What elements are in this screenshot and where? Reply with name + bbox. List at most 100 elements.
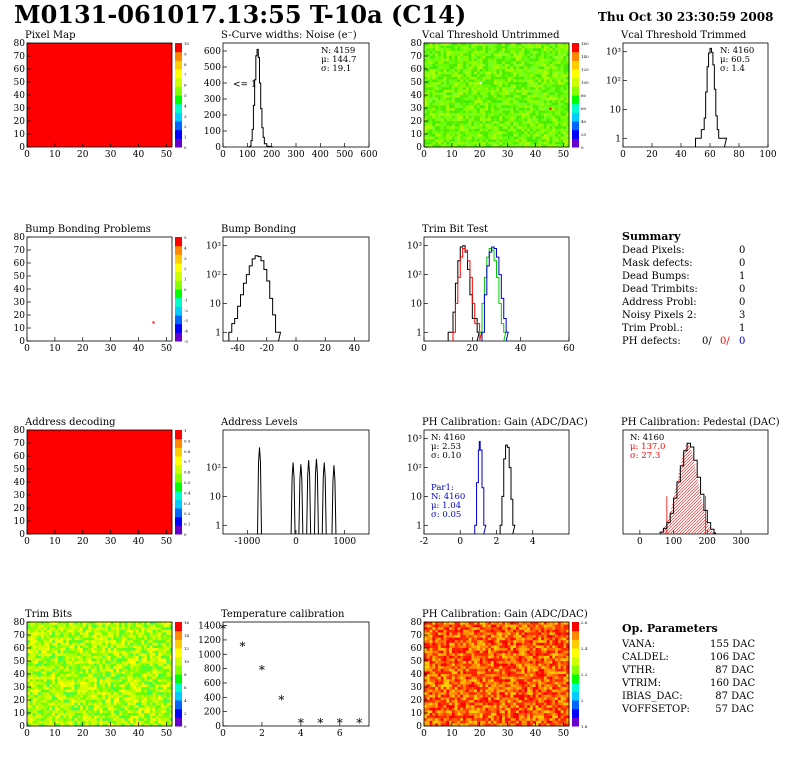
- colorbar-tick-label: 100: [581, 80, 589, 85]
- colorbar-segment: [175, 430, 182, 440]
- ph-gain-map-chart: 1.8 2 2.2 2.4 2.6 0 10 20 30 40 50 0 10 20 30 40 50 60 70 8…: [411, 618, 588, 739]
- temperature-point: *: [317, 716, 323, 730]
- op-params-heading: Op. Parameters: [622, 622, 718, 635]
- x-tick-label: 40: [133, 344, 145, 354]
- y-tick-label: 1: [416, 521, 422, 531]
- y-tick-label: 0: [19, 143, 25, 153]
- y-tick-label: 10³: [407, 242, 422, 252]
- summary-row-label: Dead Trimbits:: [622, 284, 698, 295]
- y-tick-label: 60: [14, 65, 26, 75]
- heatmap-fill: [27, 430, 172, 534]
- colorbar-segment: [572, 700, 579, 710]
- y-tick-label: 20: [14, 311, 26, 321]
- y-tick-label: 0: [416, 722, 422, 732]
- stats-text: N: 4160: [630, 433, 664, 443]
- op-param-value: 87 DAC: [715, 691, 754, 702]
- y-tick-label: 800: [204, 665, 221, 675]
- y-tick-label: 10: [411, 709, 423, 719]
- op-param-label: VANA:: [622, 639, 656, 650]
- x-tick-label: 600: [360, 150, 377, 160]
- stats-text-blue: N: 4160: [431, 492, 465, 502]
- ph-gain-title: PH Calibration: Gain (ADC/DAC): [422, 417, 588, 428]
- colorbar-segment: [175, 682, 182, 692]
- colorbar-segment: [572, 129, 579, 139]
- colorbar-tick-label: 5: [184, 235, 187, 240]
- colorbar-tick-label: -3: [184, 318, 188, 323]
- pedestal-line: [659, 442, 717, 535]
- x-tick-label: 500: [336, 150, 353, 160]
- x-tick-label: 0: [637, 537, 643, 547]
- x-tick-label: 30: [502, 729, 514, 739]
- ph-gain-map-cells: [424, 622, 570, 727]
- address-decoding-chart: 00.10.20.30.40.50.60.70.80.910 10 20 30 40 50…: [14, 426, 191, 547]
- summary-row-value: 0: [739, 245, 746, 256]
- colorbar-tick-label: 2.6: [581, 620, 588, 625]
- colorbar-segment: [175, 717, 182, 727]
- colorbar-tick-label: 2: [184, 124, 187, 129]
- y-tick-label: 400: [204, 79, 221, 89]
- x-tick-label: 0: [24, 537, 30, 547]
- y-tick-label: 200: [204, 111, 221, 121]
- x-tick-label: 50: [161, 729, 173, 739]
- y-tick-label: 300: [204, 95, 221, 105]
- y-tick-label: 200: [204, 708, 221, 718]
- x-tick-label: 200: [699, 537, 716, 547]
- y-tick-label: 70: [411, 52, 423, 62]
- page-title: M0131-061017.13:55 T-10a (C14): [14, 0, 467, 29]
- colorbar-tick-label: 5: [184, 93, 187, 98]
- address-peak: [298, 464, 304, 534]
- colorbar-segment: [175, 237, 182, 247]
- y-tick-label: 600: [204, 47, 221, 57]
- address-levels-frame: [222, 429, 370, 535]
- address-decoding-title: Address decoding: [25, 417, 116, 428]
- series-blue-line: [474, 440, 487, 535]
- colorbar-segment: [572, 691, 579, 701]
- colorbar-segment: [175, 499, 182, 509]
- colorbar-tick-label: 0: [184, 532, 187, 537]
- y-tick-label: 30: [14, 104, 26, 114]
- bump-problems-title: Bump Bonding Problems: [25, 224, 151, 235]
- x-tick-label: 0: [421, 150, 427, 160]
- colorbar-segment: [572, 112, 579, 122]
- scurve-noise-line: [247, 48, 274, 148]
- colorbar-tick-label: 10: [184, 41, 190, 46]
- x-tick-label: 0: [620, 150, 626, 160]
- colorbar-tick-label: 4: [184, 698, 187, 703]
- colorbar-segment: [175, 490, 182, 500]
- y-tick-label: 80: [14, 39, 26, 49]
- temperature-point: *: [259, 663, 265, 677]
- x-tick-label: 10: [49, 344, 61, 354]
- y-tick-label: 20: [14, 117, 26, 127]
- y-tick-label: 50: [411, 78, 423, 88]
- y-tick-label: 20: [14, 696, 26, 706]
- x-tick-label: 60: [704, 150, 716, 160]
- y-tick-label: 10: [14, 517, 26, 527]
- colorbar-segment: [572, 121, 579, 131]
- y-tick-label: 10: [411, 130, 423, 140]
- ph-defects-label: PH defects:: [622, 336, 681, 347]
- x-tick-label: -1000: [234, 537, 260, 547]
- trim-bits-cells: [27, 622, 173, 727]
- colorbar-segment: [175, 297, 182, 307]
- x-tick-label: 30: [105, 729, 117, 739]
- colorbar-segment: [572, 43, 579, 53]
- op-param-value: 87 DAC: [715, 665, 754, 676]
- x-tick-label: 100: [665, 537, 682, 547]
- colorbar-segment: [175, 447, 182, 457]
- colorbar-segment: [175, 700, 182, 710]
- x-tick-label: 40: [133, 729, 145, 739]
- stats-text-red: μ: 137.0: [630, 442, 665, 452]
- colorbar-tick-label: -2: [184, 308, 188, 313]
- x-tick-label: 1000: [333, 537, 356, 547]
- y-tick-label: 1: [215, 521, 221, 531]
- y-tick-label: 10: [411, 492, 423, 502]
- x-tick-label: 0: [293, 537, 299, 547]
- colorbar-segment: [175, 77, 182, 87]
- y-tick-label: 1: [416, 328, 422, 338]
- colorbar-tick-label: 0.3: [184, 501, 191, 506]
- y-tick-label: 50: [14, 657, 26, 667]
- series-blue-line: [481, 246, 509, 342]
- op-param-label: CALDEL:: [622, 652, 669, 663]
- colorbar-tick-label: 1: [184, 277, 187, 282]
- colorbar-tick-label: -5: [184, 339, 188, 344]
